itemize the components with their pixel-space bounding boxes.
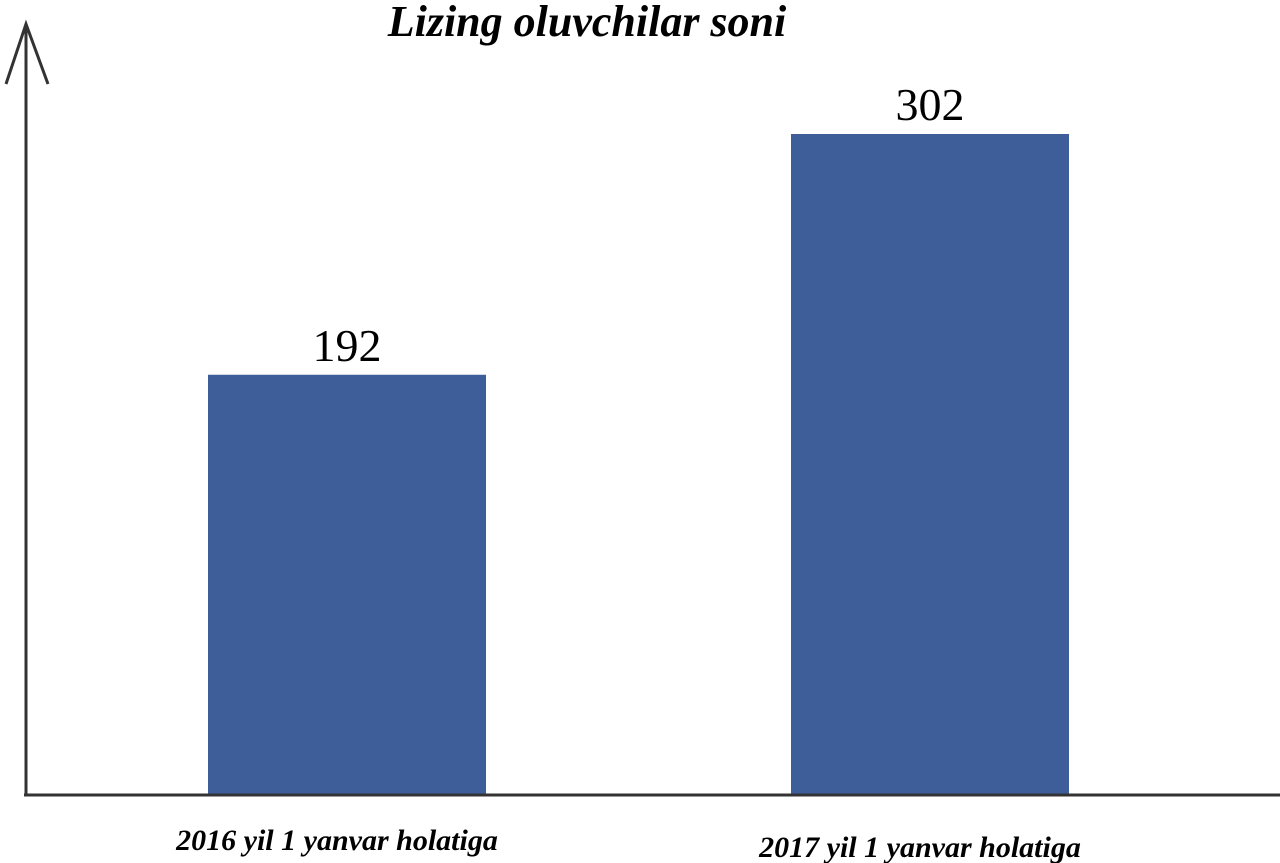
bar: [208, 374, 486, 795]
bars-layer: [208, 134, 1069, 795]
labels-layer: 192 2016 yil 1 yanvar holatiga 302 2017 yil…: [175, 79, 1081, 863]
data-label: 302: [896, 79, 965, 130]
bar: [791, 134, 1069, 795]
chart-title: Lizing oluvchilar soni: [387, 0, 787, 46]
x-tick-label: 2016 yil 1 yanvar holatiga: [175, 824, 498, 857]
x-tick-label: 2017 yil 1 yanvar holatiga: [758, 831, 1081, 863]
data-label: 192: [313, 320, 382, 371]
y-axis-arrow-icon: [4, 19, 50, 85]
